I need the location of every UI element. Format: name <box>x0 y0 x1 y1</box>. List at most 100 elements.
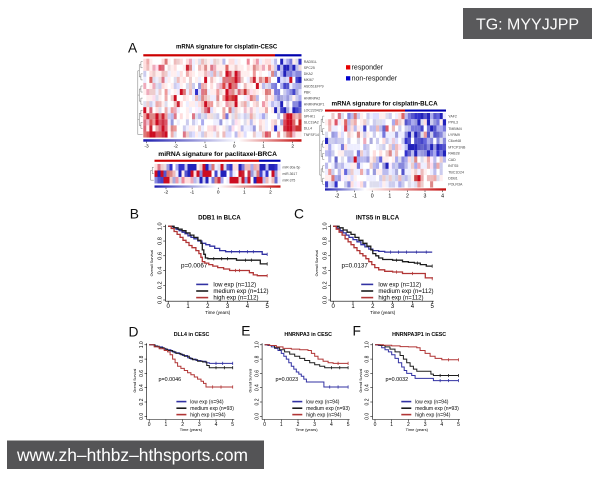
svg-text:-1: -1 <box>190 190 195 196</box>
svg-text:www.zh–hthbz–hthsports.com: www.zh–hthbz–hthsports.com <box>16 445 248 465</box>
svg-text:MKI67: MKI67 <box>304 78 314 82</box>
svg-text:3: 3 <box>226 304 230 310</box>
svg-text:p=0.0023: p=0.0023 <box>276 377 299 383</box>
svg-text:HNRNPA2: HNRNPA2 <box>304 96 321 100</box>
svg-text:high exp (n=94): high exp (n=94) <box>190 413 226 419</box>
svg-text:Overall Survival: Overall Survival <box>150 250 154 277</box>
svg-text:high exp (n=94): high exp (n=94) <box>306 413 342 419</box>
svg-text:SPHK1: SPHK1 <box>304 115 316 119</box>
svg-text:A: A <box>128 41 138 56</box>
svg-text:5: 5 <box>231 422 234 428</box>
svg-text:RAD51L: RAD51L <box>304 60 317 64</box>
svg-text:0.0: 0.0 <box>254 413 260 420</box>
svg-text:-1: -1 <box>352 193 357 199</box>
svg-text:4: 4 <box>441 193 444 199</box>
svg-text:1: 1 <box>351 304 355 310</box>
svg-text:1.0: 1.0 <box>365 341 371 348</box>
svg-text:SLC19A2: SLC19A2 <box>304 121 319 125</box>
svg-text:p=0.0067: p=0.0067 <box>181 263 208 270</box>
svg-text:0: 0 <box>374 422 377 428</box>
svg-text:low exp (n=112): low exp (n=112) <box>378 282 421 288</box>
svg-text:0: 0 <box>233 144 236 150</box>
svg-text:Time (years): Time (years) <box>295 427 318 432</box>
svg-text:0.0: 0.0 <box>157 296 163 304</box>
svg-text:1.0: 1.0 <box>254 341 260 348</box>
svg-text:0.4: 0.4 <box>254 384 260 391</box>
svg-text:4: 4 <box>440 422 443 428</box>
svg-text:-2: -2 <box>174 144 179 150</box>
svg-text:2: 2 <box>269 190 272 196</box>
svg-text:-2: -2 <box>164 190 169 196</box>
svg-text:mRNA signature for cisplatin-C: mRNA signature for cisplatin-CESC <box>176 45 278 51</box>
svg-text:0: 0 <box>371 193 374 199</box>
svg-text:POLR3A: POLR3A <box>448 183 463 187</box>
svg-text:miR-30a-5p: miR-30a-5p <box>283 166 301 170</box>
svg-text:1: 1 <box>243 190 246 196</box>
svg-text:responder: responder <box>352 65 384 72</box>
svg-text:medium exp (n=93): medium exp (n=93) <box>306 406 350 412</box>
svg-text:1: 1 <box>262 144 265 150</box>
svg-text:miR-3617: miR-3617 <box>283 172 298 176</box>
svg-text:4: 4 <box>246 304 250 310</box>
svg-text:0.8: 0.8 <box>322 237 328 245</box>
svg-text:TBC1D24: TBC1D24 <box>448 170 464 174</box>
svg-text:HNRNPA3P1: HNRNPA3P1 <box>304 103 325 107</box>
svg-text:LYRM9: LYRM9 <box>448 133 460 137</box>
svg-text:0.6: 0.6 <box>322 252 328 260</box>
svg-text:0: 0 <box>217 190 220 196</box>
svg-text:2: 2 <box>406 193 409 199</box>
svg-text:medium exp (n=112): medium exp (n=112) <box>213 289 268 295</box>
svg-text:1: 1 <box>280 422 283 428</box>
svg-text:LOC220429: LOC220429 <box>304 109 323 113</box>
svg-text:HNRNPA3 in CESC: HNRNPA3 in CESC <box>284 332 332 338</box>
svg-text:MTCP1NB: MTCP1NB <box>448 145 466 149</box>
svg-text:miRNA signature for paclitaxel: miRNA signature for paclitaxel-BRCA <box>158 151 277 158</box>
svg-text:0: 0 <box>263 422 266 428</box>
svg-text:PPIL3: PPIL3 <box>448 121 458 125</box>
svg-text:0: 0 <box>332 304 336 310</box>
svg-text:-1: -1 <box>203 144 208 150</box>
svg-text:DDB1: DDB1 <box>448 177 458 181</box>
svg-text:2: 2 <box>291 144 294 150</box>
svg-text:TNFSF14: TNFSF14 <box>304 133 319 137</box>
svg-text:1.0: 1.0 <box>157 222 163 230</box>
svg-text:low exp (n=112): low exp (n=112) <box>213 282 256 288</box>
svg-text:TG: MYYJJPP: TG: MYYJJPP <box>476 17 579 34</box>
svg-text:2: 2 <box>181 422 184 428</box>
svg-text:2: 2 <box>206 304 210 310</box>
svg-text:5: 5 <box>347 422 350 428</box>
svg-text:Overall Survival: Overall Survival <box>315 250 319 277</box>
svg-text:C6orf48: C6orf48 <box>448 139 461 143</box>
svg-text:1.0: 1.0 <box>139 341 145 348</box>
svg-text:Time (years): Time (years) <box>205 310 231 315</box>
svg-text:high exp (n=94): high exp (n=94) <box>415 413 451 419</box>
svg-text:0.2: 0.2 <box>254 398 260 405</box>
svg-text:4: 4 <box>411 304 415 310</box>
svg-text:D: D <box>129 325 139 340</box>
svg-text:-2: -2 <box>335 193 340 199</box>
svg-text:INTS5 in BLCA: INTS5 in BLCA <box>356 214 400 221</box>
svg-text:3: 3 <box>424 193 427 199</box>
svg-text:C: C <box>294 207 304 222</box>
svg-text:medium exp (n=93): medium exp (n=93) <box>415 406 459 412</box>
svg-text:p=0.0046: p=0.0046 <box>159 377 182 383</box>
svg-text:2: 2 <box>297 422 300 428</box>
svg-text:SPC25: SPC25 <box>304 66 315 70</box>
svg-text:YAF2: YAF2 <box>448 114 457 118</box>
svg-text:0.6: 0.6 <box>254 370 260 377</box>
svg-text:0.6: 0.6 <box>157 252 163 260</box>
svg-text:DDB1 in BLCA: DDB1 in BLCA <box>198 214 241 221</box>
svg-text:0.8: 0.8 <box>157 237 163 245</box>
svg-text:DLL4: DLL4 <box>304 127 312 131</box>
svg-text:0.0: 0.0 <box>322 296 328 304</box>
svg-text:B: B <box>130 207 139 222</box>
svg-text:high exp (n=112): high exp (n=112) <box>378 296 423 302</box>
svg-text:0.2: 0.2 <box>157 281 163 289</box>
svg-text:CAD: CAD <box>448 158 456 162</box>
svg-text:3: 3 <box>313 422 316 428</box>
svg-text:mRNA signature for cisplatin-B: mRNA signature for cisplatin-BLCA <box>332 101 439 108</box>
svg-text:F: F <box>353 324 361 339</box>
svg-text:non-responder: non-responder <box>352 76 398 83</box>
svg-text:0.4: 0.4 <box>365 384 371 391</box>
svg-text:0.8: 0.8 <box>139 355 145 362</box>
